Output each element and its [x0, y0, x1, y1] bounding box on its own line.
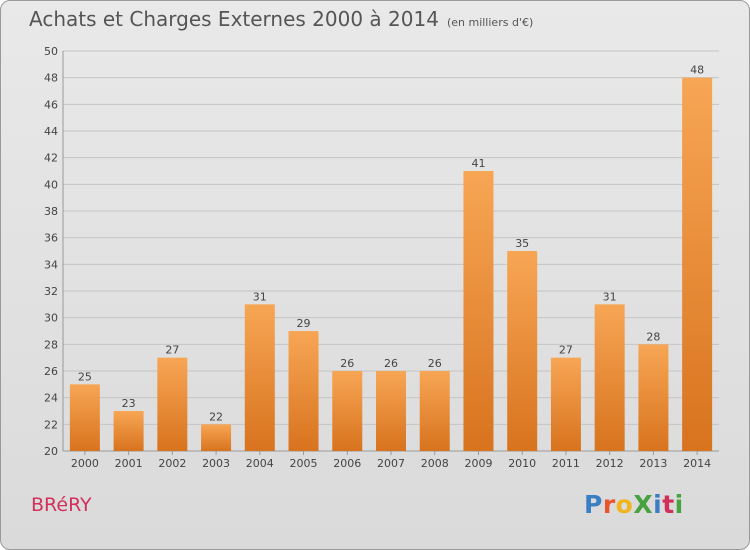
x-tick-label: 2002 — [158, 457, 186, 470]
x-tick-label: 2009 — [464, 457, 492, 470]
bar — [419, 371, 450, 451]
y-tick-label: 28 — [44, 338, 58, 351]
proxiti-logo[interactable]: ProXiti — [584, 490, 684, 519]
y-tick-label: 20 — [44, 445, 58, 458]
bar — [69, 384, 100, 451]
bar-value-label: 27 — [559, 344, 573, 357]
y-tick-label: 22 — [44, 418, 58, 431]
bar — [244, 304, 275, 451]
chart-title: Achats et Charges Externes 2000 à 2014 (e… — [29, 7, 533, 31]
bar — [463, 171, 494, 451]
title-unit: (en milliers d'€) — [446, 16, 534, 29]
x-tick-label: 2000 — [71, 457, 99, 470]
bar — [550, 357, 581, 451]
bar — [507, 251, 538, 451]
y-tick-label: 26 — [44, 365, 58, 378]
logo-letter: r — [602, 490, 616, 519]
y-tick-label: 50 — [44, 45, 58, 58]
logo-letter: o — [615, 490, 634, 519]
bar-value-label: 31 — [253, 290, 267, 303]
y-tick-label: 46 — [44, 98, 58, 111]
y-tick-label: 24 — [44, 392, 58, 405]
bar-value-label: 26 — [428, 357, 442, 370]
bar-value-label: 31 — [603, 290, 617, 303]
logo-letter: i — [674, 490, 684, 519]
bar — [376, 371, 406, 451]
bar-value-label: 28 — [646, 330, 660, 343]
logo-letter: P — [584, 490, 603, 519]
y-tick-label: 38 — [44, 205, 58, 218]
y-tick-label: 40 — [44, 178, 58, 191]
bar — [594, 304, 625, 451]
bar-value-label: 22 — [209, 410, 223, 423]
y-tick-label: 32 — [44, 285, 58, 298]
x-tick-label: 2001 — [115, 457, 143, 470]
x-tick-label: 2013 — [639, 457, 667, 470]
bar-value-label: 25 — [78, 370, 92, 383]
y-tick-label: 48 — [44, 72, 58, 85]
logo-letter: X — [633, 490, 654, 519]
bar-value-label: 48 — [690, 64, 704, 77]
y-tick-label: 44 — [44, 125, 58, 138]
bar — [682, 77, 713, 452]
bar — [113, 411, 144, 451]
bar-value-label: 41 — [471, 157, 485, 170]
x-tick-label: 2011 — [552, 457, 580, 470]
bar-value-label: 26 — [384, 357, 398, 370]
bar — [157, 357, 188, 451]
y-tick-label: 30 — [44, 312, 58, 325]
x-tick-label: 2003 — [202, 457, 230, 470]
logo-letter: t — [662, 490, 675, 519]
title-main: Achats et Charges Externes 2000 à 2014 — [29, 7, 439, 31]
bar-value-label: 29 — [297, 317, 311, 330]
bar-value-label: 26 — [340, 357, 354, 370]
x-tick-label: 2006 — [333, 457, 361, 470]
y-tick-label: 36 — [44, 232, 58, 245]
bar — [332, 371, 363, 451]
bar — [201, 424, 232, 451]
logo-letter: i — [653, 490, 663, 519]
x-tick-label: 2012 — [596, 457, 624, 470]
x-tick-label: 2007 — [377, 457, 405, 470]
place-name: BRéRY — [31, 494, 92, 516]
x-tick-label: 2010 — [508, 457, 536, 470]
bar — [638, 344, 669, 451]
y-tick-label: 34 — [44, 258, 58, 271]
x-tick-label: 2008 — [421, 457, 449, 470]
x-tick-label: 2004 — [246, 457, 274, 470]
x-tick-label: 2005 — [290, 457, 318, 470]
x-tick-label: 2014 — [683, 457, 711, 470]
bar-value-label: 23 — [122, 397, 136, 410]
bar-value-label: 27 — [165, 344, 179, 357]
bar-value-label: 35 — [515, 237, 529, 250]
bar — [288, 331, 319, 451]
y-tick-label: 42 — [44, 152, 58, 165]
